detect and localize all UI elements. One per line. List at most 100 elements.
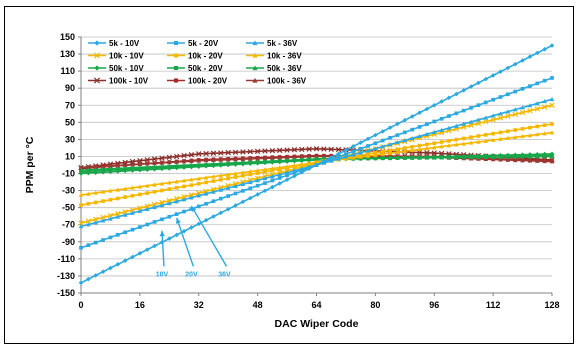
data-point xyxy=(93,240,98,245)
data-point xyxy=(233,175,238,179)
data-point xyxy=(115,166,121,171)
data-point xyxy=(468,84,474,89)
legend-label: 100k - 10V xyxy=(109,77,149,86)
data-point xyxy=(181,228,187,234)
legend-label: 50k - 10V xyxy=(109,64,144,73)
data-point xyxy=(196,221,202,227)
data-point xyxy=(211,179,216,183)
data-point xyxy=(498,111,503,116)
data-point xyxy=(549,154,555,159)
data-point xyxy=(527,154,533,159)
data-point xyxy=(291,147,298,153)
data-point xyxy=(498,69,503,74)
data-point xyxy=(506,129,510,134)
y-tick-label: -70 xyxy=(62,220,75,230)
data-point xyxy=(284,164,290,169)
data-point xyxy=(468,155,474,160)
y-tick-label: 70 xyxy=(65,100,75,110)
data-point xyxy=(431,129,437,134)
data-point xyxy=(439,144,444,149)
data-point xyxy=(497,115,504,121)
legend-label: 5k - 36V xyxy=(267,39,298,48)
data-point xyxy=(461,108,466,113)
data-point xyxy=(321,160,327,165)
data-point xyxy=(417,125,422,129)
data-point xyxy=(152,243,157,249)
data-point xyxy=(534,158,540,163)
data-point xyxy=(468,140,474,145)
data-point xyxy=(78,192,84,197)
data-point xyxy=(284,147,290,153)
data-point xyxy=(402,148,408,154)
data-point xyxy=(159,164,165,169)
data-point xyxy=(247,159,253,164)
data-point xyxy=(203,150,209,157)
data-point xyxy=(182,184,186,189)
data-point xyxy=(498,136,503,141)
data-point xyxy=(152,220,157,224)
data-point xyxy=(292,170,297,175)
annotation-arrow xyxy=(190,205,228,267)
data-point xyxy=(285,173,289,178)
data-point xyxy=(218,210,224,216)
data-point xyxy=(138,192,142,197)
data-point xyxy=(269,147,276,154)
data-point xyxy=(247,169,253,174)
data-point xyxy=(520,134,525,139)
data-point xyxy=(203,175,209,180)
data-point xyxy=(424,150,430,156)
data-point xyxy=(475,120,482,127)
data-point xyxy=(152,160,157,166)
data-point xyxy=(167,160,172,165)
data-point xyxy=(476,139,481,144)
data-point xyxy=(469,106,473,110)
data-point xyxy=(189,162,194,167)
legend-marker xyxy=(173,40,179,46)
data-point xyxy=(101,199,105,203)
data-point xyxy=(350,152,356,157)
data-point xyxy=(225,160,231,166)
data-point xyxy=(534,101,540,106)
y-tick-label: 130 xyxy=(60,49,75,59)
data-point xyxy=(402,138,408,143)
data-point xyxy=(549,96,555,102)
data-point xyxy=(211,174,216,179)
data-point xyxy=(196,193,202,198)
data-point xyxy=(490,117,496,123)
data-point xyxy=(425,142,429,147)
data-point xyxy=(373,156,378,161)
data-point xyxy=(410,127,415,132)
data-point xyxy=(417,110,422,116)
data-point xyxy=(262,159,268,164)
data-point xyxy=(101,238,105,242)
data-point xyxy=(152,204,157,210)
data-point xyxy=(483,154,489,160)
data-point xyxy=(189,207,194,211)
data-point xyxy=(182,209,186,214)
data-point xyxy=(550,122,554,126)
data-point xyxy=(380,138,385,143)
data-point xyxy=(108,188,113,193)
legend-label: 50k - 20V xyxy=(188,64,223,73)
data-point xyxy=(527,103,533,108)
data-point xyxy=(388,148,392,153)
data-point xyxy=(181,159,187,164)
y-tick-label: -30 xyxy=(62,186,75,196)
data-point xyxy=(159,155,165,161)
data-point xyxy=(424,155,430,160)
data-point xyxy=(512,134,518,140)
data-point xyxy=(512,154,518,159)
data-point xyxy=(454,155,459,160)
data-point xyxy=(196,181,201,186)
data-point xyxy=(240,199,246,205)
data-point xyxy=(373,152,378,157)
x-tick-label: 0 xyxy=(78,300,83,310)
data-point xyxy=(241,189,245,193)
data-point xyxy=(173,153,180,160)
data-point xyxy=(314,156,319,161)
data-point xyxy=(292,163,297,168)
y-tick-label: 90 xyxy=(65,83,75,93)
data-point xyxy=(247,179,253,185)
data-point xyxy=(431,155,437,160)
data-point xyxy=(513,89,518,94)
